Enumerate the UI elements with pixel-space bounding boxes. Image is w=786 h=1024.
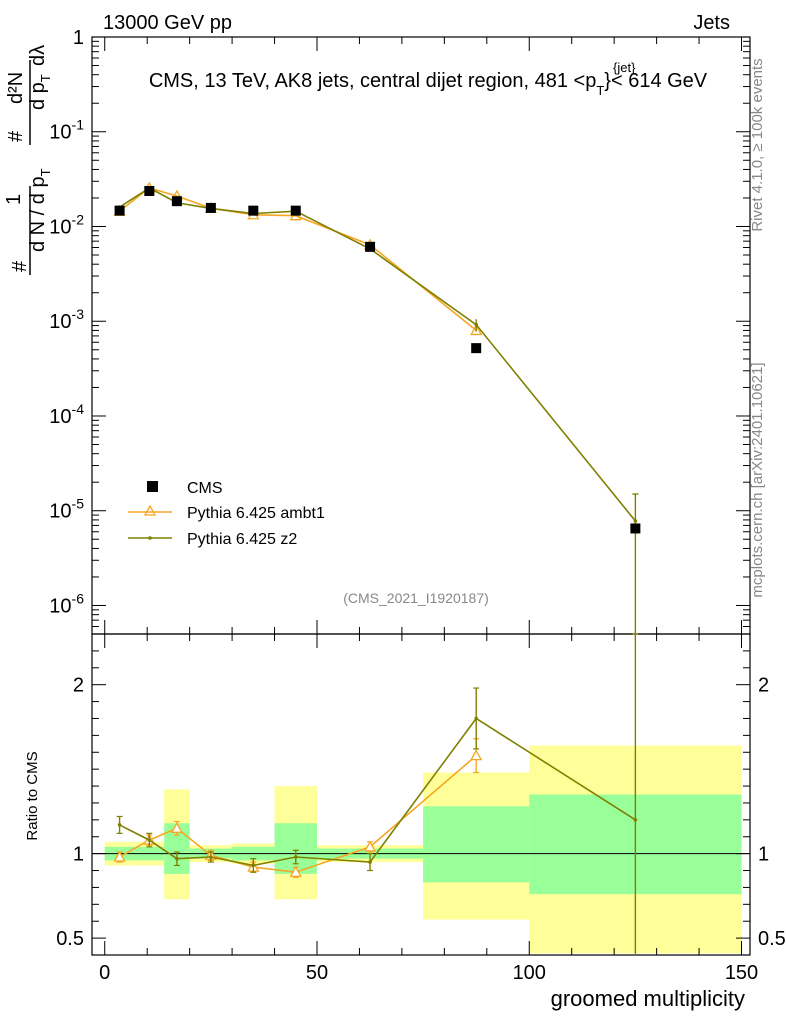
ratio-y-tick-label-right-2: 2 (758, 675, 769, 697)
main-line-z2 (119, 187, 637, 522)
chart-title-main: CMS, 13 TeV, AK8 jets, central dijet reg… (149, 70, 597, 92)
ratio-y-tick-label-left-1: 1 (73, 844, 84, 866)
main-point-cms-6 (365, 241, 376, 252)
main-point-cms-7 (471, 343, 482, 354)
chart-title: CMS, 13 TeV, AK8 jets, central dijet reg… (149, 70, 708, 98)
y-axis-label-main: # 1 d N / d pT # d²N d pT dλ (3, 45, 53, 275)
ratio-frame (91, 633, 751, 956)
main-point-cms-3 (205, 202, 216, 213)
y-tick-label-6: 10-6 (49, 590, 84, 617)
legend-marker-ambt1 (143, 504, 157, 516)
ratio-point-z2-4 (251, 863, 256, 868)
legend-marker-z2 (148, 536, 152, 540)
y-tick-label-2: 10-2 (49, 211, 84, 238)
side-label-mcplots: mcplots.cern.ch [arXiv:2401.10621] (749, 362, 766, 597)
header-energy: 13000 GeV pp (103, 12, 232, 34)
ratio-y-tick-label-right-1: 1 (758, 844, 769, 866)
y-tick-label-1: 10-1 (49, 117, 84, 144)
ratio-stat-band-5 (274, 823, 317, 874)
ratio-y-tick-label-left-2: 2 (73, 675, 84, 697)
main-point-cms-1 (144, 185, 155, 196)
y-tick-label-3: 10-3 (49, 306, 84, 333)
analysis-watermark: (CMS_2021_I1920187) (343, 590, 489, 606)
x-tick-label-2: 100 (513, 962, 546, 984)
legend: CMS Pythia 6.425 ambt1 Pythia 6.425 z2 (128, 480, 325, 548)
chart-title-tail: }< 614 GeV (604, 70, 708, 92)
y-tick-label-4: 10-4 (49, 401, 84, 428)
y-axis-label-ratio: Ratio to CMS (24, 751, 41, 840)
ratio-point-z2-1 (147, 838, 152, 842)
main-point-cms-5 (290, 205, 301, 216)
x-axis-label: groomed multiplicity (551, 986, 745, 1011)
x-tick-label-0: 0 (99, 962, 110, 984)
header-process: Jets (693, 12, 730, 34)
ratio-point-z2-6 (368, 860, 372, 864)
ratio-point-z2-5 (293, 855, 298, 859)
legend-label-ambt1: Pythia 6.425 ambt1 (187, 505, 325, 522)
x-tick-label-1: 50 (306, 962, 328, 984)
ratio-point-z2-7 (474, 716, 478, 721)
ylabel-lead: # (9, 260, 31, 272)
ratio-point-ambt1-0 (113, 850, 126, 862)
legend-label-z2: Pythia 6.425 z2 (187, 531, 297, 548)
ratio-point-ambt1-2 (170, 821, 184, 833)
ratio-stat-band-7 (423, 806, 530, 883)
ratio-point-z2-2 (175, 856, 179, 861)
y-tick-label-0: 1 (73, 27, 84, 49)
ratio-point-z2-3 (209, 855, 213, 859)
ratio-point-ambt1-5 (289, 865, 302, 877)
main-point-cms-0 (114, 205, 125, 216)
ylabel-dpt: d pT (27, 74, 53, 110)
legend-label-cms: CMS (187, 480, 223, 497)
legend-marker-cms (147, 481, 158, 492)
chart-title-sup: {jet} (613, 60, 636, 75)
ylabel-one: 1 (3, 194, 25, 205)
ratio-point-z2-0 (117, 823, 122, 827)
ratio-point-ambt1-7 (470, 749, 483, 761)
y-tick-label-5: 10-5 (49, 496, 84, 523)
main-point-cms-8 (630, 523, 641, 534)
ratio-point-z2-8 (633, 818, 638, 822)
ylabel-dlambda: dλ (27, 45, 49, 66)
ylabel-den: d N / d pT (27, 168, 53, 252)
chart-title-sub: T (596, 83, 604, 98)
main-point-ambt1-7 (470, 324, 483, 336)
ratio-y-tick-label-right-0: 0.5 (758, 928, 786, 950)
x-tick-label-3: 150 (725, 962, 758, 984)
ylabel-d2n: d²N (5, 72, 27, 104)
ratio-point-ambt1-6 (363, 840, 377, 852)
ylabel-num2: # (5, 130, 27, 142)
main-point-cms-2 (171, 196, 182, 207)
side-label-rivet: Rivet 4.1.0, ≥ 100k events (749, 58, 766, 231)
main-point-cms-4 (248, 205, 259, 216)
main-panel: 1 10-1 10-2 10-3 10-4 10-5 10-6 (49, 27, 751, 635)
ratio-y-tick-label-left-0: 0.5 (56, 928, 84, 950)
